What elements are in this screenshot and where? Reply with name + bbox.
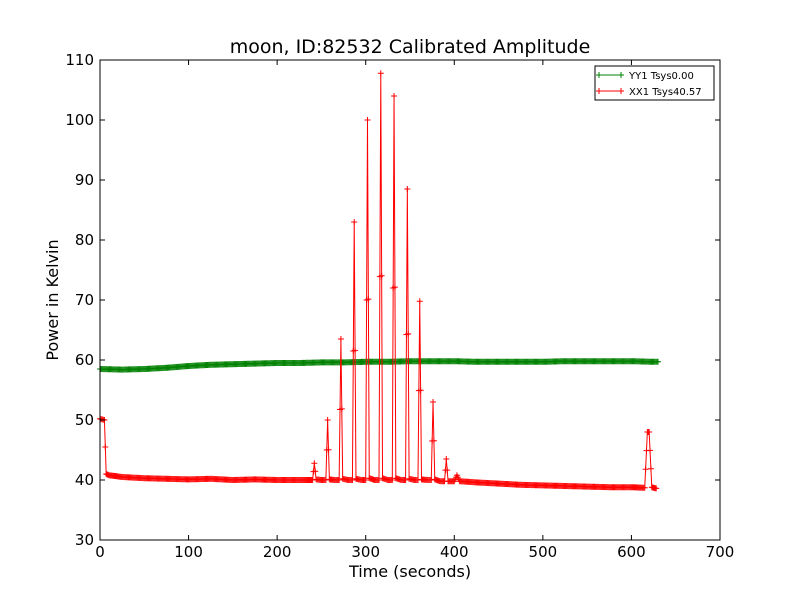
data-point (391, 284, 398, 291)
x-axis-title: Time (seconds) (348, 562, 471, 581)
data-point (391, 93, 398, 99)
x-tick-label: 700 (706, 543, 735, 561)
series-yy1 (97, 358, 661, 373)
x-tick-label: 600 (617, 543, 646, 561)
x-tick-label: 100 (174, 543, 203, 561)
data-point (641, 484, 648, 491)
data-point (444, 467, 451, 474)
y-tick-label: 110 (65, 51, 94, 69)
legend-marker (618, 88, 624, 94)
series-line (99, 73, 657, 489)
legend-box (594, 65, 715, 101)
data-point (351, 219, 358, 225)
data-point (402, 477, 409, 483)
data-point (378, 272, 385, 279)
legend-marker (596, 72, 602, 78)
data-point (349, 477, 356, 483)
y-tick-label: 90 (75, 171, 94, 189)
data-point (430, 437, 437, 444)
data-point (647, 465, 654, 472)
data-point (311, 460, 318, 467)
x-tick-label: 0 (95, 543, 105, 561)
data-point (376, 477, 382, 483)
data-point (377, 70, 384, 77)
plot-area (97, 70, 661, 492)
y-tick-label: 60 (75, 351, 94, 369)
x-tick-label: 500 (529, 543, 558, 561)
legend-label: XX1 Tsys40.57 (629, 87, 702, 98)
data-point (337, 336, 344, 342)
data-point (365, 296, 372, 303)
y-axis-title: Power in Kelvin (43, 239, 62, 360)
data-point (653, 485, 660, 492)
data-point (404, 186, 411, 192)
data-point (102, 444, 109, 450)
x-tick-label: 200 (263, 543, 292, 561)
data-point (338, 405, 345, 412)
axes: 0 100 200 300 400 500 600 700 30 40 50 60 70 80 90 100 1… (65, 51, 734, 561)
data-point (405, 330, 412, 337)
data-point (324, 417, 331, 423)
data-point (647, 447, 654, 454)
y-tick-label: 100 (65, 111, 94, 129)
data-point (364, 117, 371, 123)
y-tick-label: 40 (75, 471, 94, 489)
legend-marker (618, 72, 624, 78)
legend: YY1 Tsys0.00 XX1 Tsys40.57 (594, 65, 715, 101)
data-point (646, 429, 653, 435)
y-tick-label: 70 (75, 291, 94, 309)
data-point (642, 466, 649, 473)
x-tick-label: 400 (440, 543, 469, 561)
series-markers (97, 70, 660, 492)
legend-marker (596, 88, 602, 94)
legend-item: XX1 Tsys40.57 (596, 87, 702, 98)
legend-label: YY1 Tsys0.00 (628, 71, 694, 82)
data-point (655, 358, 661, 365)
data-point (430, 399, 437, 405)
data-point (362, 477, 369, 483)
series-xx1 (97, 70, 660, 492)
data-point (443, 456, 450, 462)
data-point (312, 468, 319, 475)
y-tick-label: 80 (75, 231, 94, 249)
y-tick-label: 50 (75, 411, 94, 429)
data-point (417, 387, 424, 394)
y-tick-label: 30 (75, 531, 94, 549)
data-point (336, 477, 343, 483)
data-point (325, 446, 332, 453)
legend-item: YY1 Tsys0.00 (596, 71, 694, 82)
plot-frame (99, 59, 721, 541)
chart-title: moon, ID:82532 Calibrated Amplitude (230, 36, 591, 58)
data-point (352, 347, 359, 354)
data-point (389, 477, 396, 483)
data-point (416, 298, 423, 305)
x-tick-label: 300 (351, 543, 380, 561)
series-markers (97, 358, 661, 373)
